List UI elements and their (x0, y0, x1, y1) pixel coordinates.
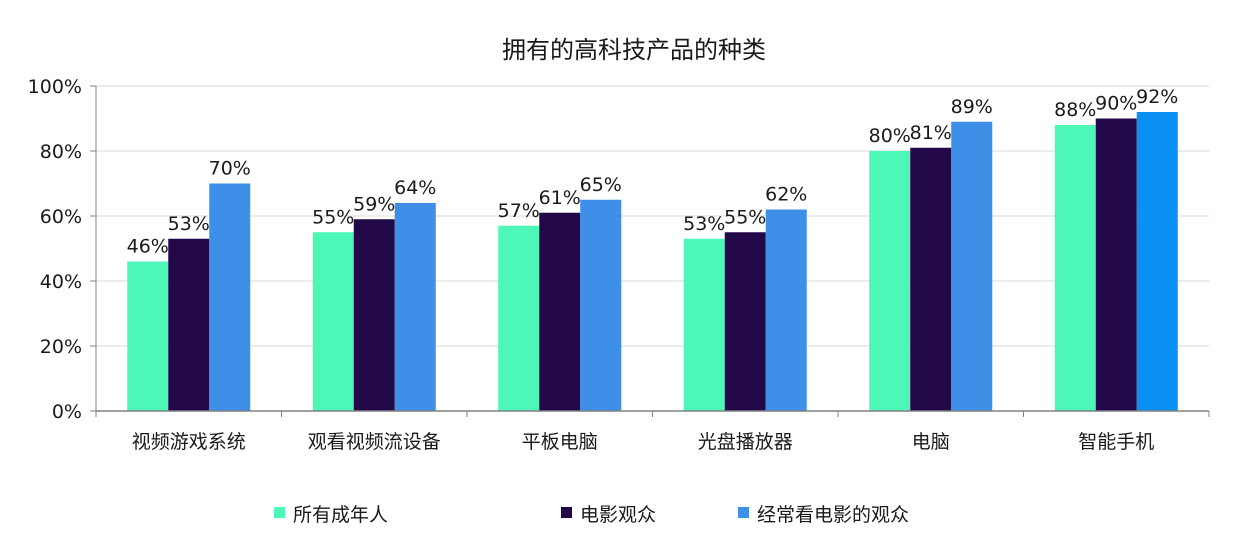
data-label: 53% (168, 213, 210, 235)
y-tick-label: 20% (40, 336, 82, 358)
bar (353, 219, 395, 411)
data-label: 70% (209, 158, 251, 180)
bar (1095, 118, 1137, 411)
category-label: 光盘播放器 (698, 431, 793, 453)
category-label: 电脑 (912, 431, 950, 453)
y-tick-label: 0% (52, 401, 82, 423)
bar (127, 261, 169, 411)
bar (724, 232, 766, 411)
bar (1054, 125, 1096, 411)
bar (498, 225, 540, 411)
data-label: 65% (580, 174, 622, 196)
data-label: 81% (910, 122, 952, 144)
legend-swatch (738, 507, 749, 518)
data-label: 64% (394, 177, 436, 199)
data-label: 61% (539, 187, 581, 209)
y-tick-label: 100% (28, 76, 82, 98)
data-label: 55% (312, 206, 354, 228)
data-label: 46% (127, 236, 169, 258)
data-label: 90% (1095, 93, 1137, 115)
bar (539, 212, 581, 411)
data-label: 88% (1054, 99, 1096, 121)
bar (683, 238, 725, 411)
category-label: 平板电脑 (522, 431, 598, 453)
data-label: 80% (869, 125, 911, 147)
data-label: 89% (951, 96, 993, 118)
data-label: 92% (1136, 86, 1178, 108)
category-label: 观看视频流设备 (308, 431, 441, 453)
bar (209, 183, 251, 411)
data-label: 57% (498, 200, 540, 222)
legend-swatch (561, 507, 572, 518)
bar (312, 232, 354, 411)
category-label: 视频游戏系统 (132, 431, 246, 453)
bar (1136, 112, 1178, 411)
y-tick-label: 60% (40, 206, 82, 228)
category-label: 智能手机 (1078, 431, 1154, 453)
legend-label: 经常看电影的观众 (757, 504, 909, 526)
bar (580, 199, 622, 411)
bar (394, 203, 436, 411)
data-label: 53% (683, 213, 725, 235)
y-tick-label: 80% (40, 141, 82, 163)
chart-title: 拥有的高科技产品的种类 (502, 36, 766, 64)
y-axis-ticks: 0% 20% 40% 60% 80% 100% (28, 76, 96, 423)
bar (910, 147, 952, 411)
legend-swatch (274, 507, 285, 518)
x-axis (95, 86, 1210, 417)
legend-label: 电影观众 (580, 504, 656, 526)
bars (127, 112, 1178, 411)
legend-label: 所有成年人 (293, 504, 388, 526)
y-tick-label: 40% (40, 271, 82, 293)
bar (951, 121, 993, 411)
legend: 所有成年人 电影观众 经常看电影的观众 (274, 504, 909, 526)
data-labels: 46%53%70%55%59%64%57%61%65%53%55%62%80%8… (127, 86, 1179, 258)
category-labels: 视频游戏系统 观看视频流设备 平板电脑 光盘播放器 电脑 智能手机 (132, 431, 1155, 453)
data-label: 55% (724, 206, 766, 228)
bar (168, 238, 210, 411)
bar (765, 209, 807, 411)
bar (869, 151, 911, 411)
gridlines (96, 85, 1209, 347)
data-label: 62% (765, 184, 807, 206)
data-label: 59% (353, 193, 395, 215)
